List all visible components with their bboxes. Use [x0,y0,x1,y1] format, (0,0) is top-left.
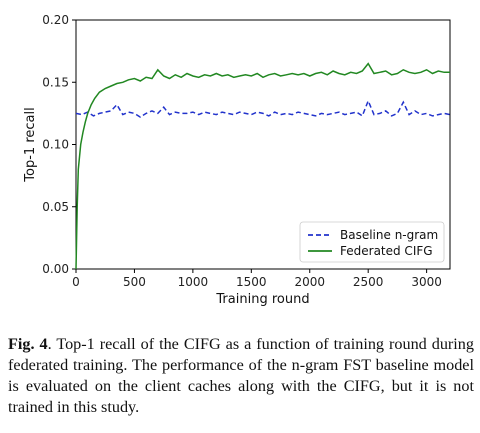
y-tick-label: 0.20 [42,13,69,27]
legend: Baseline n-gram Federated CIFG [299,221,445,263]
legend-label-federated: Federated CIFG [340,244,433,258]
x-tick-label: 0 [72,275,80,289]
y-tick-label: 0.15 [42,75,69,89]
x-tick-label: 1000 [178,275,209,289]
y-axis-ticks: 0.00 0.05 0.10 0.15 0.20 [42,13,76,276]
y-tick-label: 0.10 [42,138,69,152]
legend-label-baseline: Baseline n-gram [340,228,438,242]
x-tick-label: 2500 [353,275,384,289]
y-axis-label: Top-1 recall [23,107,38,182]
caption-text: . Top-1 recall of the CIFG as a function… [8,335,474,416]
x-axis-ticks: 0 500 1000 1500 2000 2500 3000 [72,269,442,289]
x-tick-label: 1500 [236,275,267,289]
series-group [75,62,451,270]
x-axis-label: Training round [215,292,309,307]
figure-label: Fig. 4 [8,335,48,353]
figure-caption: Fig. 4. Top-1 recall of the CIFG as a fu… [8,334,474,418]
y-tick-label: 0.05 [42,200,69,214]
series-line-0 [75,98,451,118]
x-tick-label: 3000 [411,275,442,289]
y-tick-label: 0.00 [42,262,69,276]
series-line-1 [75,62,450,270]
chart: 0.00 0.05 0.10 0.15 0.20 0 500 1000 1500 2000 250… [23,13,451,307]
legend-box [299,221,445,263]
x-tick-label: 500 [123,275,146,289]
x-tick-label: 2000 [294,275,325,289]
